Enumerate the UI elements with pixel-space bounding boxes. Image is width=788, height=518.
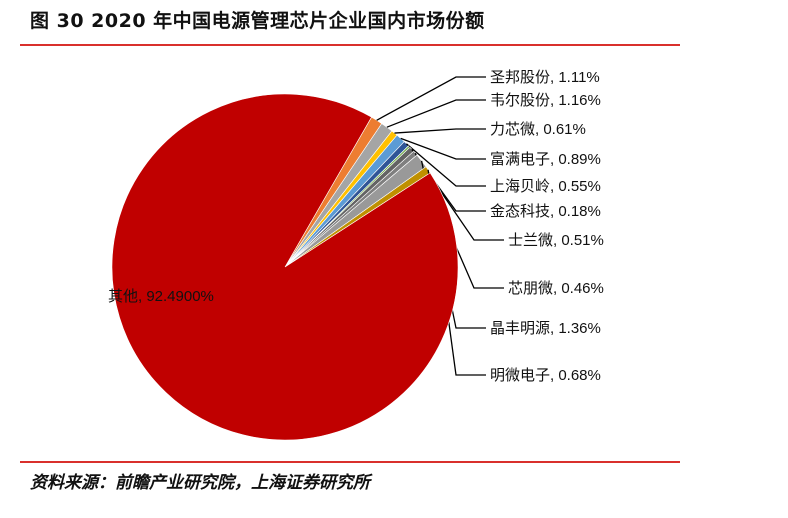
title-divider: [20, 44, 680, 46]
source-note: 资料来源：前瞻产业研究院，上海证券研究所: [30, 473, 370, 493]
data-label-8: 芯朋微, 0.46%: [508, 280, 604, 297]
data-label-1: 圣邦股份, 1.11%: [490, 69, 600, 86]
data-label-10: 明微电子, 0.68%: [490, 367, 601, 384]
pie-slice-11: [111, 93, 459, 441]
data-label-5: 上海贝岭, 0.55%: [490, 178, 601, 195]
data-label-6: 金态科技, 0.18%: [490, 203, 601, 220]
data-label-7: 士兰微, 0.51%: [508, 232, 604, 249]
data-label-3: 力芯微, 0.61%: [490, 121, 586, 138]
data-label-9: 晶丰明源, 1.36%: [490, 320, 601, 337]
data-label-2: 韦尔股份, 1.16%: [490, 92, 601, 109]
source-divider: [20, 461, 680, 463]
chart-title: 图 30 2020 年中国电源管理芯片企业国内市场份额: [30, 10, 485, 32]
leader-line-2: [386, 99, 486, 128]
leader-line-1: [376, 76, 486, 121]
leader-line-5: [405, 143, 486, 187]
data-label-11: 其他, 92.4900%: [108, 288, 214, 305]
leader-line-4: [400, 137, 486, 160]
data-label-4: 富满电子, 0.89%: [490, 150, 601, 168]
leader-line-3: [394, 128, 486, 134]
